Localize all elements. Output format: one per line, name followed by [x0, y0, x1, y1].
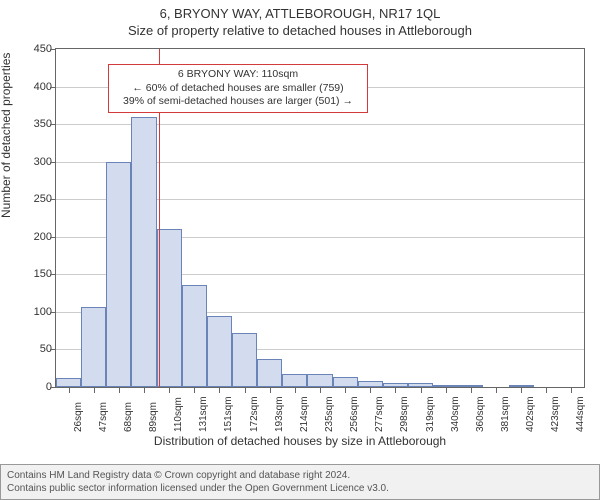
x-tick-mark — [471, 388, 472, 393]
x-tick-label: 360sqm — [475, 396, 486, 432]
annotation-line2: ← 60% of detached houses are smaller (75… — [115, 82, 361, 96]
y-tick-label: 150 — [12, 268, 52, 280]
histogram-bar — [307, 374, 332, 387]
histogram-bar — [509, 385, 534, 387]
footer-attribution: Contains HM Land Registry data © Crown c… — [0, 464, 600, 500]
x-tick-mark — [194, 388, 195, 393]
histogram-bar — [81, 307, 106, 387]
x-tick-label: 444sqm — [575, 396, 586, 432]
x-tick-label: 423sqm — [550, 396, 561, 432]
footer-line1: Contains HM Land Registry data © Crown c… — [7, 469, 593, 482]
x-tick-mark — [521, 388, 522, 393]
x-tick-mark — [219, 388, 220, 393]
y-tick-label: 450 — [12, 43, 52, 55]
x-tick-mark — [245, 388, 246, 393]
footer-line2: Contains public sector information licen… — [7, 482, 593, 495]
chart-title-line2: Size of property relative to detached ho… — [0, 23, 600, 38]
y-tick-label: 200 — [12, 231, 52, 243]
x-tick-mark — [370, 388, 371, 393]
x-tick-label: 277sqm — [374, 396, 385, 432]
x-tick-label: 26sqm — [73, 402, 84, 432]
y-tick-label: 300 — [12, 156, 52, 168]
x-tick-label: 235sqm — [324, 396, 335, 432]
annotation-line1: 6 BRYONY WAY: 110sqm — [115, 68, 361, 82]
histogram-bar — [207, 316, 232, 387]
x-tick-mark — [421, 388, 422, 393]
chart-title-block: 6, BRYONY WAY, ATTLEBOROUGH, NR17 1QL Si… — [0, 0, 600, 38]
x-tick-mark — [69, 388, 70, 393]
annotation-line3: 39% of semi-detached houses are larger (… — [115, 95, 361, 109]
x-tick-mark — [571, 388, 572, 393]
histogram-bar — [131, 117, 156, 387]
histogram-bar — [257, 359, 282, 387]
histogram-bar — [282, 374, 307, 387]
y-tick-label: 0 — [12, 381, 52, 393]
plot-area: 6 BRYONY WAY: 110sqm ← 60% of detached h… — [55, 48, 585, 388]
histogram-bar — [458, 385, 483, 387]
x-tick-mark — [295, 388, 296, 393]
histogram-bar — [232, 333, 257, 387]
x-tick-label: 89sqm — [148, 402, 159, 432]
y-tick-label: 100 — [12, 306, 52, 318]
histogram-bar — [408, 383, 433, 387]
x-tick-label: 256sqm — [349, 396, 360, 432]
x-tick-mark — [169, 388, 170, 393]
y-tick-label: 50 — [12, 343, 52, 355]
x-tick-label: 193sqm — [274, 396, 285, 432]
x-tick-mark — [119, 388, 120, 393]
x-tick-label: 47sqm — [98, 402, 109, 432]
histogram-bar — [333, 377, 358, 388]
chart-title-line1: 6, BRYONY WAY, ATTLEBOROUGH, NR17 1QL — [0, 6, 600, 21]
x-tick-label: 319sqm — [425, 396, 436, 432]
x-tick-mark — [546, 388, 547, 393]
x-tick-label: 110sqm — [173, 397, 184, 432]
x-tick-label: 131sqm — [198, 396, 209, 432]
x-tick-mark — [144, 388, 145, 393]
x-axis-label: Distribution of detached houses by size … — [0, 434, 600, 448]
histogram-bar — [383, 383, 408, 387]
x-tick-mark — [496, 388, 497, 393]
x-tick-label: 214sqm — [299, 396, 310, 432]
x-tick-mark — [446, 388, 447, 393]
x-tick-mark — [320, 388, 321, 393]
x-tick-label: 172sqm — [249, 396, 260, 432]
x-tick-mark — [345, 388, 346, 393]
x-tick-label: 298sqm — [399, 396, 410, 432]
x-tick-label: 402sqm — [525, 396, 536, 432]
histogram-bar — [433, 385, 458, 387]
annotation-box: 6 BRYONY WAY: 110sqm ← 60% of detached h… — [108, 64, 368, 113]
chart-container: Number of detached properties 0501001502… — [0, 38, 600, 438]
x-tick-mark — [94, 388, 95, 393]
y-tick-label: 400 — [12, 81, 52, 93]
x-tick-mark — [270, 388, 271, 393]
x-tick-label: 151sqm — [223, 396, 234, 432]
histogram-bar — [157, 229, 182, 387]
x-tick-label: 340sqm — [450, 396, 461, 432]
histogram-bar — [182, 285, 207, 387]
histogram-bar — [56, 378, 81, 387]
y-tick-label: 350 — [12, 118, 52, 130]
x-tick-label: 68sqm — [123, 402, 134, 432]
histogram-bar — [106, 162, 131, 387]
x-tick-mark — [395, 388, 396, 393]
y-tick-label: 250 — [12, 193, 52, 205]
x-tick-label: 381sqm — [500, 396, 511, 432]
histogram-bar — [358, 381, 383, 387]
